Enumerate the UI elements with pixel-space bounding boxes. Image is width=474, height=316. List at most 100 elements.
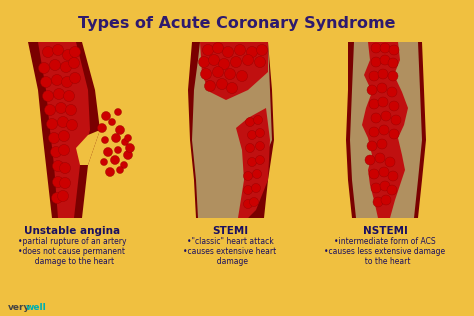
Polygon shape <box>346 42 426 218</box>
Circle shape <box>40 76 52 88</box>
Circle shape <box>371 43 381 53</box>
Circle shape <box>235 45 246 56</box>
Circle shape <box>255 57 265 68</box>
Circle shape <box>70 46 81 58</box>
Circle shape <box>225 69 236 80</box>
Circle shape <box>369 71 379 81</box>
Circle shape <box>227 82 237 94</box>
Polygon shape <box>350 42 422 218</box>
Circle shape <box>252 184 261 192</box>
Circle shape <box>365 155 375 165</box>
Circle shape <box>110 155 119 165</box>
Text: Unstable angina: Unstable angina <box>24 226 120 236</box>
Circle shape <box>380 55 390 65</box>
Circle shape <box>64 90 74 101</box>
Circle shape <box>103 148 112 156</box>
Circle shape <box>54 88 64 100</box>
Circle shape <box>101 137 109 143</box>
Circle shape <box>66 119 78 131</box>
Circle shape <box>369 99 379 109</box>
Circle shape <box>379 167 389 177</box>
Circle shape <box>48 132 60 143</box>
Circle shape <box>49 59 61 70</box>
Circle shape <box>43 90 54 101</box>
Circle shape <box>387 185 397 195</box>
Text: well: well <box>26 303 47 312</box>
Circle shape <box>117 167 124 173</box>
Circle shape <box>378 69 388 79</box>
Text: •intermediate form of ACS: •intermediate form of ACS <box>334 237 436 246</box>
Circle shape <box>204 81 216 92</box>
Circle shape <box>391 115 401 125</box>
Circle shape <box>53 45 64 56</box>
Circle shape <box>246 143 255 153</box>
Polygon shape <box>200 42 268 100</box>
Circle shape <box>69 58 80 69</box>
Circle shape <box>375 153 385 163</box>
Polygon shape <box>362 42 408 218</box>
Circle shape <box>389 129 399 139</box>
Text: •causes extensive heart: •causes extensive heart <box>183 247 277 256</box>
Circle shape <box>46 118 57 130</box>
Circle shape <box>371 183 381 193</box>
Circle shape <box>199 57 210 68</box>
Circle shape <box>381 111 391 121</box>
Circle shape <box>70 72 81 83</box>
Circle shape <box>377 83 387 93</box>
Circle shape <box>255 129 264 137</box>
Circle shape <box>373 197 383 207</box>
Circle shape <box>120 161 128 168</box>
Circle shape <box>116 125 125 135</box>
Circle shape <box>121 138 128 145</box>
Circle shape <box>389 101 399 111</box>
Circle shape <box>111 133 120 143</box>
Circle shape <box>246 46 257 58</box>
Circle shape <box>51 147 62 157</box>
Circle shape <box>247 157 256 167</box>
Circle shape <box>202 45 213 56</box>
Circle shape <box>381 195 391 205</box>
Circle shape <box>247 131 256 139</box>
Circle shape <box>217 78 228 89</box>
Circle shape <box>380 43 390 53</box>
Circle shape <box>369 127 379 137</box>
Circle shape <box>256 45 267 56</box>
Circle shape <box>244 172 253 180</box>
Circle shape <box>367 141 377 151</box>
Circle shape <box>124 150 133 160</box>
Circle shape <box>209 54 219 65</box>
Circle shape <box>244 185 253 195</box>
Circle shape <box>55 102 66 113</box>
Text: damage to the heart: damage to the heart <box>30 257 114 266</box>
Polygon shape <box>236 108 270 218</box>
Circle shape <box>387 87 397 97</box>
Circle shape <box>385 157 395 167</box>
Circle shape <box>367 85 377 95</box>
Text: •partial rupture of an artery: •partial rupture of an artery <box>18 237 126 246</box>
Text: Types of Acute Coronary Syndrome: Types of Acute Coronary Syndrome <box>78 16 396 31</box>
Text: •does not cause permanent: •does not cause permanent <box>18 247 126 256</box>
Circle shape <box>388 71 398 81</box>
Circle shape <box>244 199 253 209</box>
Circle shape <box>219 58 229 70</box>
Circle shape <box>62 76 73 88</box>
Circle shape <box>253 169 262 179</box>
Circle shape <box>255 155 264 165</box>
Circle shape <box>38 63 49 74</box>
Circle shape <box>61 62 72 72</box>
Circle shape <box>255 142 264 150</box>
Polygon shape <box>28 42 100 218</box>
Circle shape <box>58 144 70 155</box>
Circle shape <box>101 112 110 120</box>
Circle shape <box>60 178 71 189</box>
Circle shape <box>237 70 247 82</box>
Circle shape <box>212 66 224 77</box>
Circle shape <box>58 131 70 142</box>
Circle shape <box>109 118 116 125</box>
Text: •"classic" heart attack: •"classic" heart attack <box>187 237 273 246</box>
Circle shape <box>52 75 63 86</box>
Circle shape <box>379 125 389 135</box>
Circle shape <box>377 139 387 149</box>
Circle shape <box>60 162 71 173</box>
Polygon shape <box>188 42 274 218</box>
